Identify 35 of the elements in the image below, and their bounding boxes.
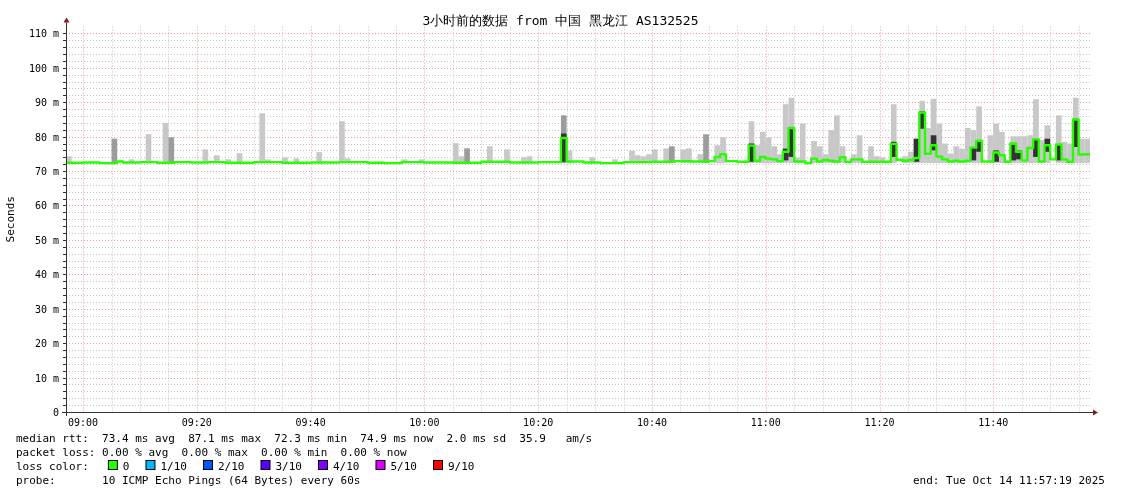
- y-axis-title: Seconds: [4, 196, 17, 243]
- x-tick-label: 10:20: [523, 417, 554, 428]
- y-tick-label: 80 m: [34, 132, 59, 143]
- legend-label: 3/10: [275, 460, 302, 473]
- legend-label: 9/10: [447, 460, 475, 473]
- y-tick-label: 30 m: [34, 304, 59, 315]
- x-tick-label: 10:00: [409, 417, 440, 428]
- x-tick-label: 11:00: [750, 417, 781, 428]
- y-tick-label: 110 m: [28, 28, 59, 39]
- text: probe: 10 ICMP Echo Pings (64 Bytes) every 60s: [16, 474, 361, 487]
- x-tick-label: 09:20: [181, 417, 212, 428]
- chart-title: 3小时前的数据 from 中国 黑龙江 AS132525: [422, 13, 699, 28]
- x-tick-label: 10:40: [636, 417, 668, 428]
- y-tick-label: 90 m: [34, 97, 59, 108]
- text: end: Tue Oct 14 11:57:19 2025: [912, 474, 1105, 487]
- x-tick-label: 11:40: [978, 417, 1009, 428]
- y-tick-label: 50 m: [34, 235, 59, 246]
- y-tick-label: 100 m: [28, 63, 59, 74]
- legend-label: 0: [122, 460, 130, 473]
- y-tick-label: 60 m: [34, 200, 59, 211]
- y-tick-label: 20 m: [34, 338, 59, 349]
- x-tick-label: 11:20: [864, 417, 895, 428]
- text: packet loss: 0.00 % avg 0.00 % max 0.00 % min 0.00 % now: [16, 446, 408, 459]
- y-tick-label: 70 m: [34, 166, 59, 177]
- legend-title: loss color:: [16, 460, 89, 473]
- legend-label: 2/10: [217, 460, 245, 473]
- y-tick-label: 10 m: [34, 373, 59, 384]
- text: median rtt: 73.4 ms avg 87.1 ms max 72.3 ms min 74.9 ms now 2.0 ms sd 35.9 am/s: [16, 432, 593, 445]
- legend-label: 4/10: [332, 460, 360, 473]
- legend-label: 1/10: [160, 460, 187, 473]
- x-tick-label: 09:00: [68, 417, 99, 428]
- y-tick-label: 0: [52, 407, 59, 418]
- y-tick-label: 40 m: [34, 269, 59, 280]
- x-tick-label: 09:40: [295, 417, 326, 428]
- legend-label: 5/10: [390, 460, 417, 473]
